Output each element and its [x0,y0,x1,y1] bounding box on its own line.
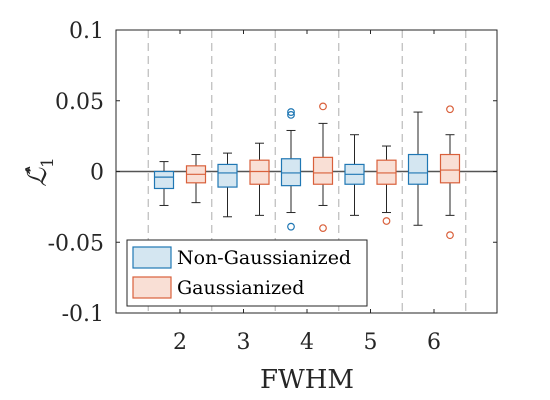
x-tick-label: 5 [364,330,378,355]
y-tick-labels: -0.1 -0.05 0 0.05 0.1 [48,19,104,327]
box-iqr [249,159,270,185]
legend: Non-Gaussianized Gaussianized [126,239,368,307]
outlier-point [446,231,454,240]
outlier-point [446,105,454,114]
box-iqr [407,153,429,185]
box-gaussianized-2 [185,154,207,204]
box-non-gaussianized-4 [280,108,302,231]
axes [115,29,498,314]
x-tick-label: 4 [300,330,314,355]
box-iqr [312,156,334,185]
box-gaussianized-3 [249,142,270,216]
box-non-gaussianized-3 [217,152,238,218]
y-tick-label: 0.1 [69,19,104,44]
y-tick-label: -0.05 [48,231,104,256]
outlier-point [382,217,391,225]
y-tick-label: 0.05 [55,90,104,115]
legend-swatch-non-gaussianized [132,246,172,269]
legend-label-gaussianized: Gaussianized [177,277,304,299]
x-tick-label: 3 [237,330,251,355]
box-non-gaussianized-2 [153,161,175,206]
x-tick-label: 2 [173,330,187,355]
outlier-point [287,110,295,119]
box-iqr [439,153,461,184]
x-axis-label: FWHM [260,365,354,395]
y-tick-label: 0 [90,161,104,186]
svg-text:ℒ̂1: ℒ̂1 [23,157,58,187]
x-tick-label: 6 [427,330,441,355]
legend-swatch-gaussianized [132,276,172,299]
outlier-point [287,108,295,116]
outlier-point [319,224,327,233]
box-iqr [153,170,175,190]
outlier-point [319,102,327,111]
outlier-point [287,222,295,231]
y-axis-label-main: ℒ̂ [23,166,53,187]
box-gaussianized-6 [439,105,461,240]
box-iqr [280,158,302,187]
box-iqr [217,163,238,188]
x-tick-labels: 2 3 4 5 6 [173,330,441,355]
y-axis-label-subscript: 1 [38,157,58,168]
box-non-gaussianized-5 [344,134,365,216]
box-non-gaussianized-6 [407,111,429,226]
y-axis-label: ℒ̂1 [23,157,58,187]
box-iqr [376,159,397,185]
y-tick-label: -0.1 [62,302,104,327]
legend-label-non-gaussianized: Non-Gaussianized [177,247,351,269]
box-gaussianized-5 [376,145,397,225]
box-gaussianized-4 [312,102,334,233]
box-groups [153,102,461,240]
